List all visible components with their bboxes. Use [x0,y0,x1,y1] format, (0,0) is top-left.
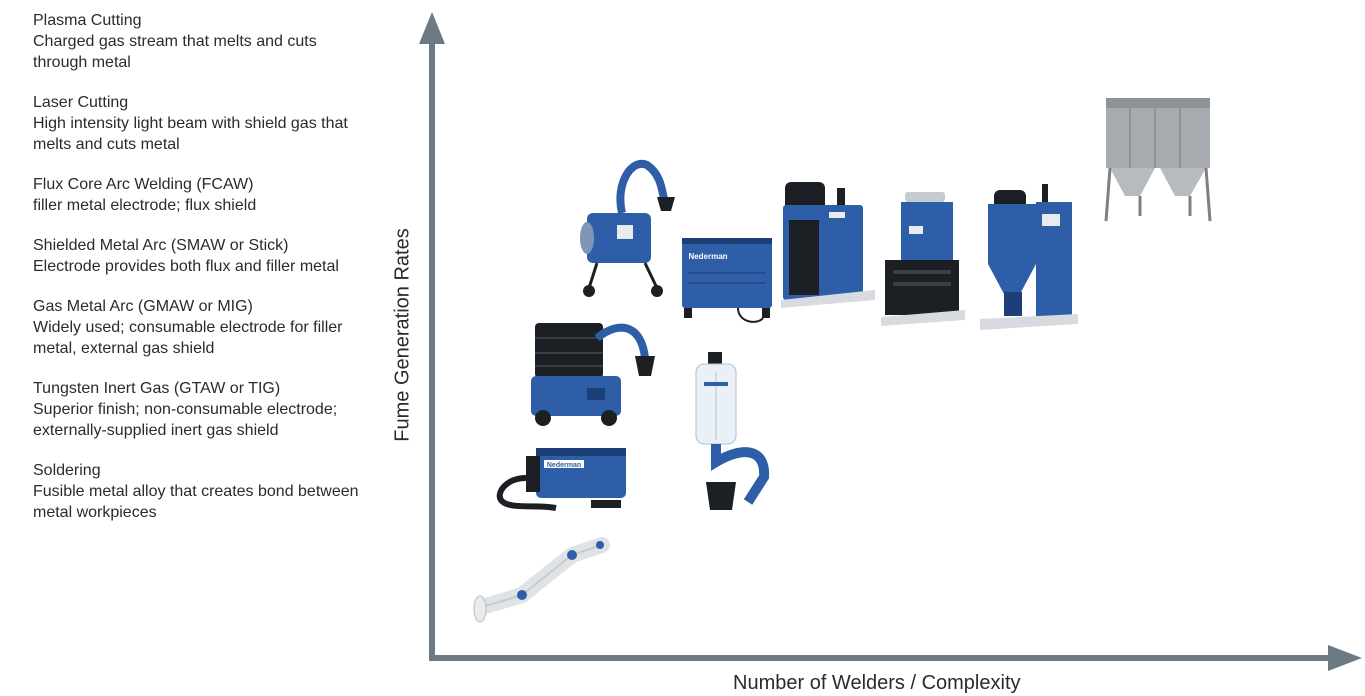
industrial-dust-collector-product [1104,98,1212,222]
brand-logo: Nederman [547,462,581,469]
cyclone-filter-unit-product [980,184,1078,330]
process-name: Gas Metal Arc (GMAW or MIG) [33,298,253,315]
process-name: Soldering [33,462,101,479]
process-soldering: Soldering Fusible metal alloy that creat… [33,460,373,523]
process-description: Electrode provides both flux and filler … [33,258,339,275]
brand-logo: Nederman [688,252,727,261]
x-axis-label: Number of Welders / Complexity [733,672,1021,694]
process-fcaw: Flux Core Arc Welding (FCAW) filler meta… [33,174,373,216]
process-smaw: Shielded Metal Arc (SMAW or Stick) Elect… [33,235,373,277]
x-axis-arrowhead [1328,645,1362,671]
process-description: Superior finish; non-consumable electrod… [33,401,338,439]
process-description: Charged gas stream that melts and cuts t… [33,33,317,71]
extraction-arm-product [473,537,610,623]
process-description: Fusible metal alloy that creates bond be… [33,483,359,521]
process-name: Flux Core Arc Welding (FCAW) [33,176,254,193]
process-plasma-cutting: Plasma Cutting Charged gas stream that m… [33,10,373,73]
process-description: filler metal electrode; flux shield [33,197,257,214]
process-description: High intensity light beam with shield ga… [33,115,348,153]
process-gmaw: Gas Metal Arc (GMAW or MIG) Widely used;… [33,296,373,359]
process-name: Tungsten Inert Gas (GTAW or TIG) [33,380,281,397]
cartridge-filter-arm-product [695,352,770,510]
process-name: Laser Cutting [33,94,129,111]
y-axis-arrowhead [419,12,445,44]
process-laser-cutting: Laser Cutting High intensity light beam … [33,92,373,155]
portable-extractor-product: Nederman [496,448,626,511]
process-name: Shielded Metal Arc (SMAW or Stick) [33,237,289,254]
mobile-filter-unit-product [531,323,655,426]
process-description: Widely used; consumable electrode for fi… [33,319,343,357]
box-extractor-product: Nederman [682,238,772,323]
process-legend: Plasma Cutting Charged gas stream that m… [33,10,373,542]
process-name: Plasma Cutting [33,12,142,29]
dual-filter-unit-product [881,192,965,326]
mobile-extractor-with-arm-product [580,159,675,297]
process-gtaw: Tungsten Inert Gas (GTAW or TIG) Superio… [33,378,373,441]
central-extractor-product [781,182,875,308]
